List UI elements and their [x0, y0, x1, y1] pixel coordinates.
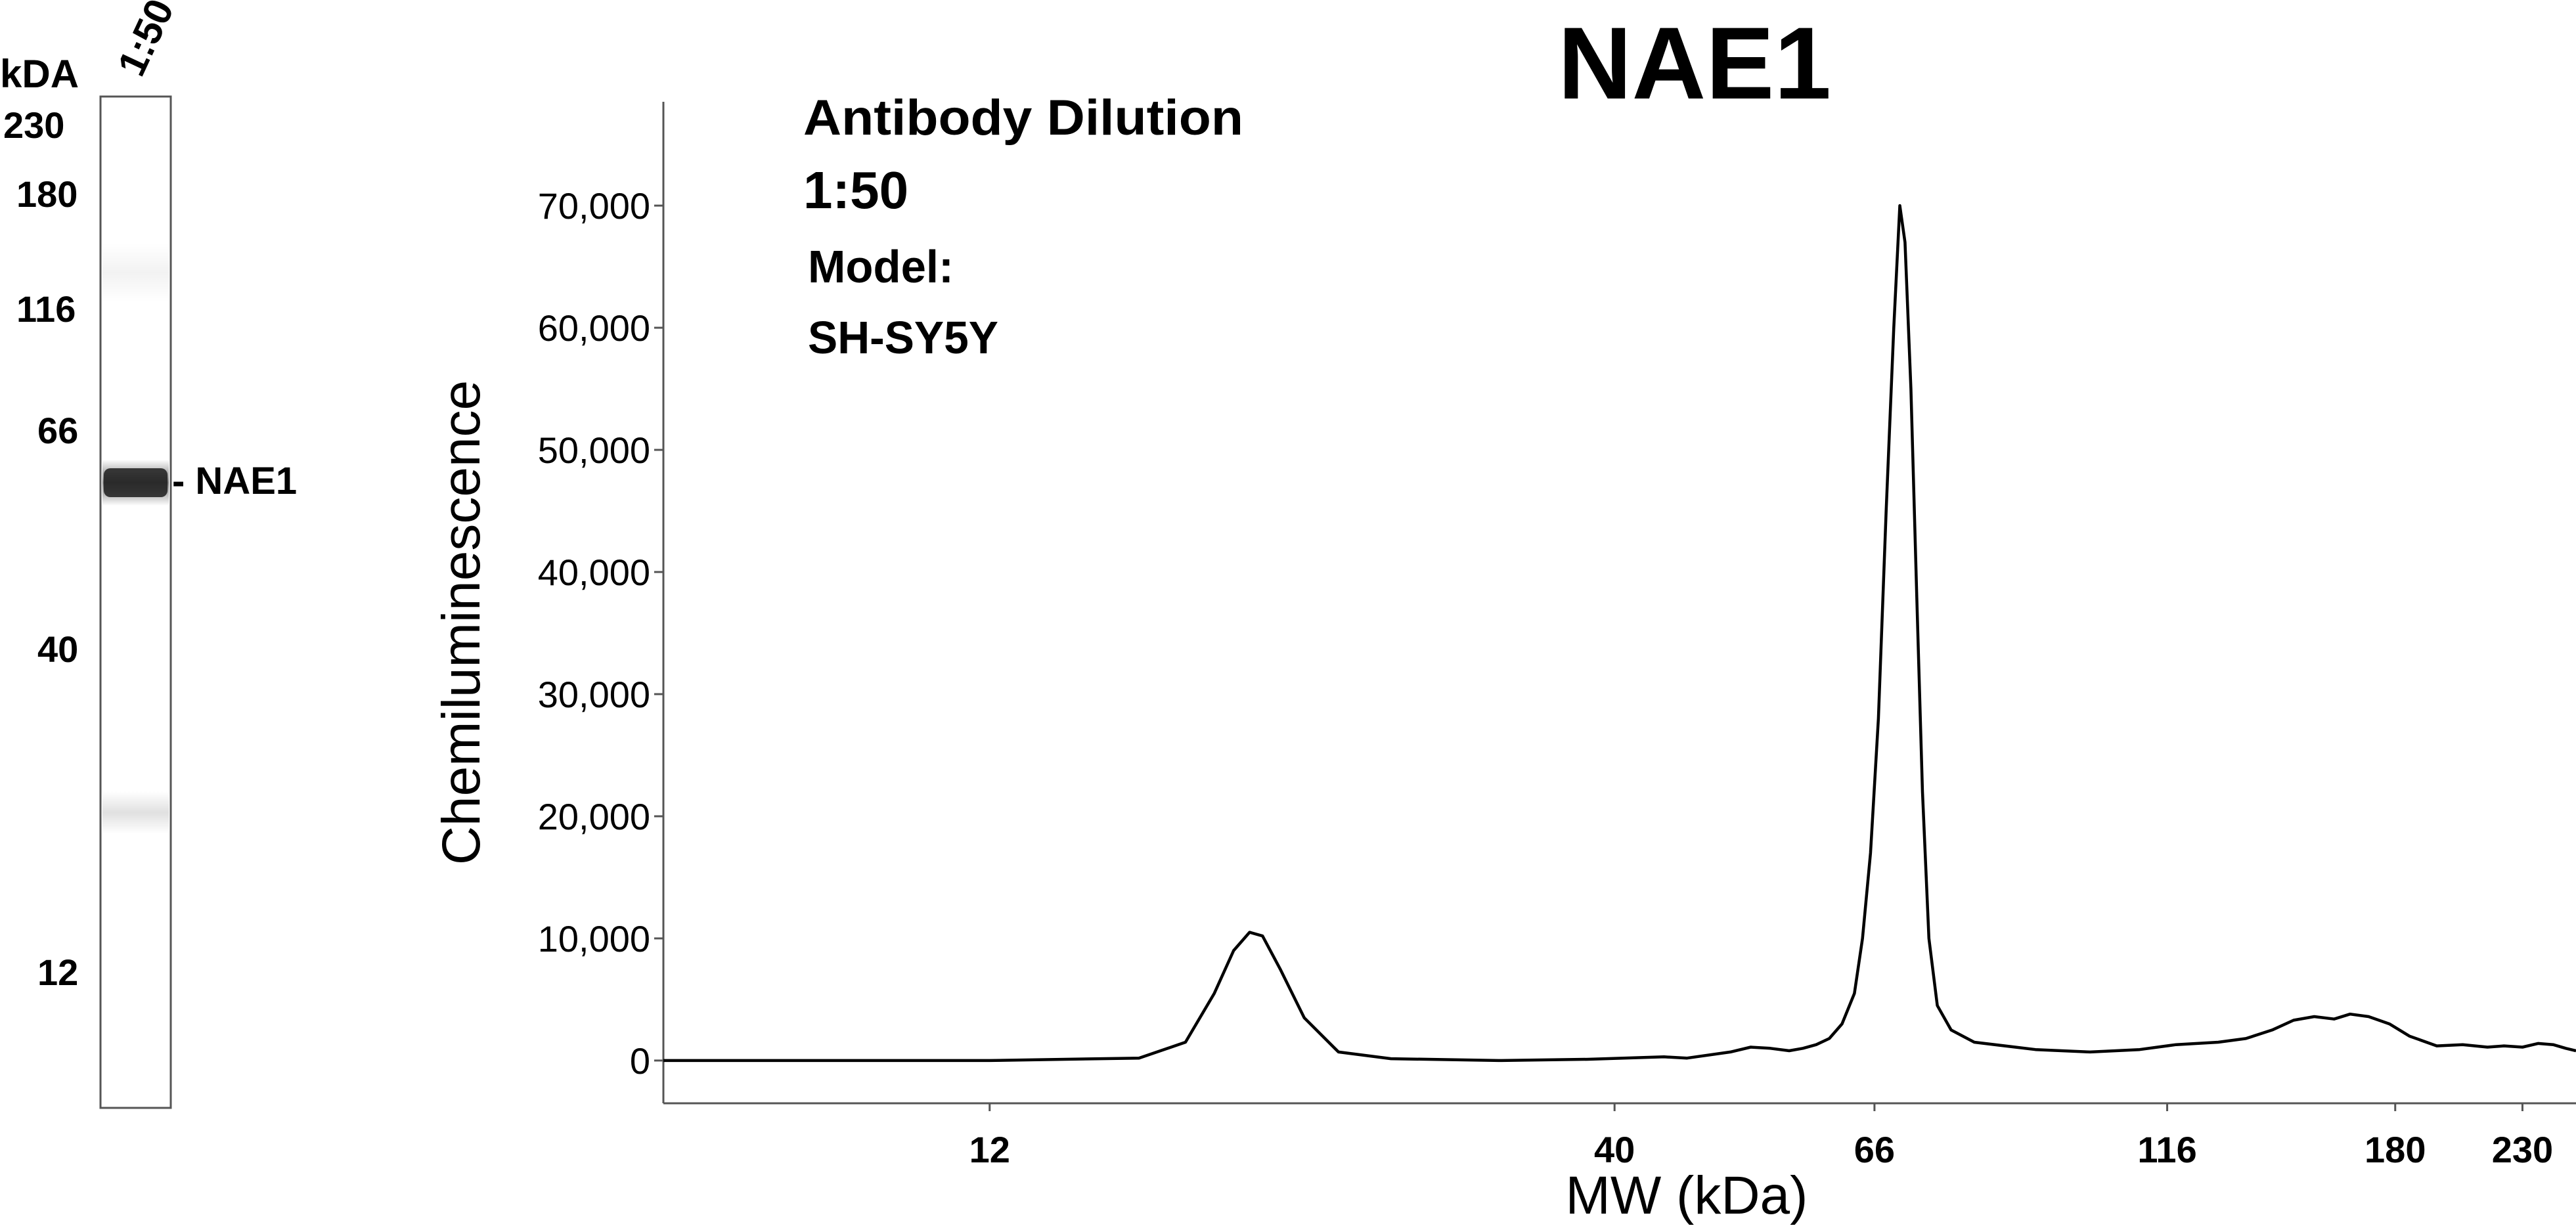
x-tick-label: 116 [2137, 1129, 2196, 1170]
lane-marker-12: 12 [37, 952, 78, 993]
y-tick-label: 50,000 [538, 429, 650, 471]
x-tick-label: 180 [2365, 1129, 2426, 1170]
info-antibody-dilution: Antibody Dilution [803, 90, 1243, 146]
y-axis-label: Chemiluminescence [432, 380, 491, 865]
info-box: Antibody Dilution 1:50 Model: SH-SY5Y [803, 90, 1243, 363]
chart-title: NAE1 [1558, 7, 1831, 121]
x-tick-label: 40 [1594, 1129, 1635, 1170]
y-tick-label: 70,000 [538, 185, 650, 227]
info-model-label: Model: [808, 241, 954, 292]
series-line [663, 204, 2576, 1063]
lane-dilution-label: 1:50 [109, 0, 182, 82]
info-model-value: SH-SY5Y [808, 312, 998, 363]
x-tick-label: 66 [1854, 1129, 1895, 1170]
lane-marker-66: 66 [37, 410, 78, 451]
x-ticks: 12 40 66 116 180 230 [969, 1103, 2553, 1170]
lane-band-label: - NAE1 [172, 460, 297, 502]
lane-marker-180: 180 [16, 173, 78, 215]
info-dilution-value: 1:50 [803, 161, 908, 219]
lane-marker-40: 40 [37, 628, 78, 670]
y-tick-label: 0 [630, 1040, 650, 1082]
y-tick-label: 30,000 [538, 674, 650, 715]
y-tick-label: 60,000 [538, 307, 650, 349]
y-tick-label: 10,000 [538, 918, 650, 959]
x-tick-label: 12 [969, 1129, 1010, 1170]
y-tick-label: 40,000 [538, 552, 650, 593]
lane-unit-label: kDA [0, 52, 79, 96]
chart: NAE1 Antibody Dilution 1:50 Model: SH-SY… [432, 7, 2576, 1225]
lane-panel: kDA 1:50 230 180 116 66 40 12 - NAE1 [0, 0, 297, 1109]
lane-band-faint-lower [102, 791, 169, 834]
x-axis-label: MW (kDa) [1566, 1166, 1808, 1225]
lane-marker-230: 230 [3, 104, 64, 146]
lane-band-nae1 [104, 468, 167, 497]
lane-marker-116: 116 [16, 288, 76, 330]
lane-band-faint-upper [102, 243, 169, 302]
x-tick-label: 230 [2492, 1129, 2553, 1170]
y-tick-label: 20,000 [538, 796, 650, 837]
y-ticks: 0 10,000 20,000 30,000 40,000 50,000 60,000 70,… [538, 185, 663, 1082]
